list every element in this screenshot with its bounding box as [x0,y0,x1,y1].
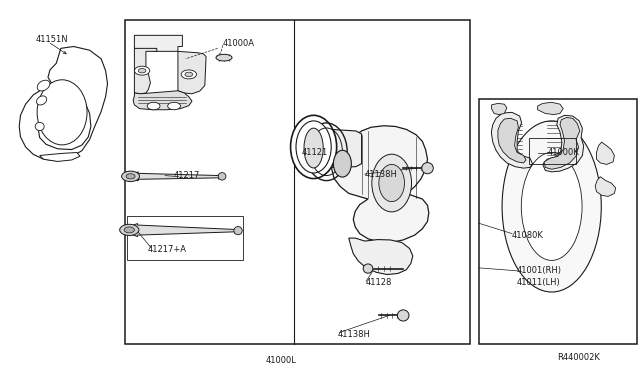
Circle shape [126,174,135,179]
Polygon shape [128,224,241,237]
Ellipse shape [36,96,47,105]
Circle shape [181,70,196,79]
Bar [529,138,576,164]
Polygon shape [596,142,614,164]
Text: 41000L: 41000L [266,356,296,365]
Ellipse shape [218,173,226,180]
Text: 41080K: 41080K [512,231,544,240]
Polygon shape [492,103,507,115]
Ellipse shape [37,80,87,145]
Ellipse shape [304,128,323,168]
Bar [479,99,637,344]
Ellipse shape [502,121,602,292]
Ellipse shape [35,122,44,131]
Ellipse shape [521,153,582,260]
Polygon shape [492,112,532,168]
Ellipse shape [397,310,409,321]
Polygon shape [134,48,157,94]
Circle shape [147,102,160,110]
Ellipse shape [372,154,412,212]
Polygon shape [40,153,80,161]
Text: 41138H: 41138H [365,170,397,179]
Circle shape [168,102,180,110]
Text: R440002K: R440002K [557,353,600,362]
Text: 41121: 41121 [302,148,328,157]
Text: 41151N: 41151N [35,35,68,44]
Bar [127,216,243,260]
Ellipse shape [216,54,232,61]
Polygon shape [133,91,192,110]
Circle shape [120,224,139,235]
Ellipse shape [379,164,404,202]
Polygon shape [332,126,429,243]
Polygon shape [544,118,580,169]
Circle shape [138,68,146,73]
Text: 41128: 41128 [366,278,392,287]
Ellipse shape [422,163,433,174]
Polygon shape [129,172,224,181]
Ellipse shape [296,121,332,173]
Polygon shape [538,102,563,115]
Polygon shape [19,46,108,161]
Text: 41217: 41217 [174,171,200,180]
Circle shape [122,171,140,182]
Polygon shape [314,128,362,168]
Polygon shape [349,238,413,275]
Ellipse shape [333,150,351,177]
Ellipse shape [364,264,372,273]
Text: 41217+A: 41217+A [147,245,186,254]
Polygon shape [498,118,526,163]
Circle shape [185,72,193,77]
Ellipse shape [37,80,50,91]
Polygon shape [543,115,584,172]
Bar [125,20,470,344]
Circle shape [134,66,150,75]
Text: 41000A: 41000A [223,39,255,48]
Text: 41138H: 41138H [338,330,371,339]
Text: 41001(RH): 41001(RH) [517,266,562,275]
Text: 41000K: 41000K [548,148,580,157]
Ellipse shape [234,227,243,235]
Polygon shape [595,177,616,196]
Text: 41011(LH): 41011(LH) [517,278,561,287]
Polygon shape [178,51,206,94]
Polygon shape [134,35,182,51]
Ellipse shape [291,115,337,179]
Circle shape [124,227,134,233]
